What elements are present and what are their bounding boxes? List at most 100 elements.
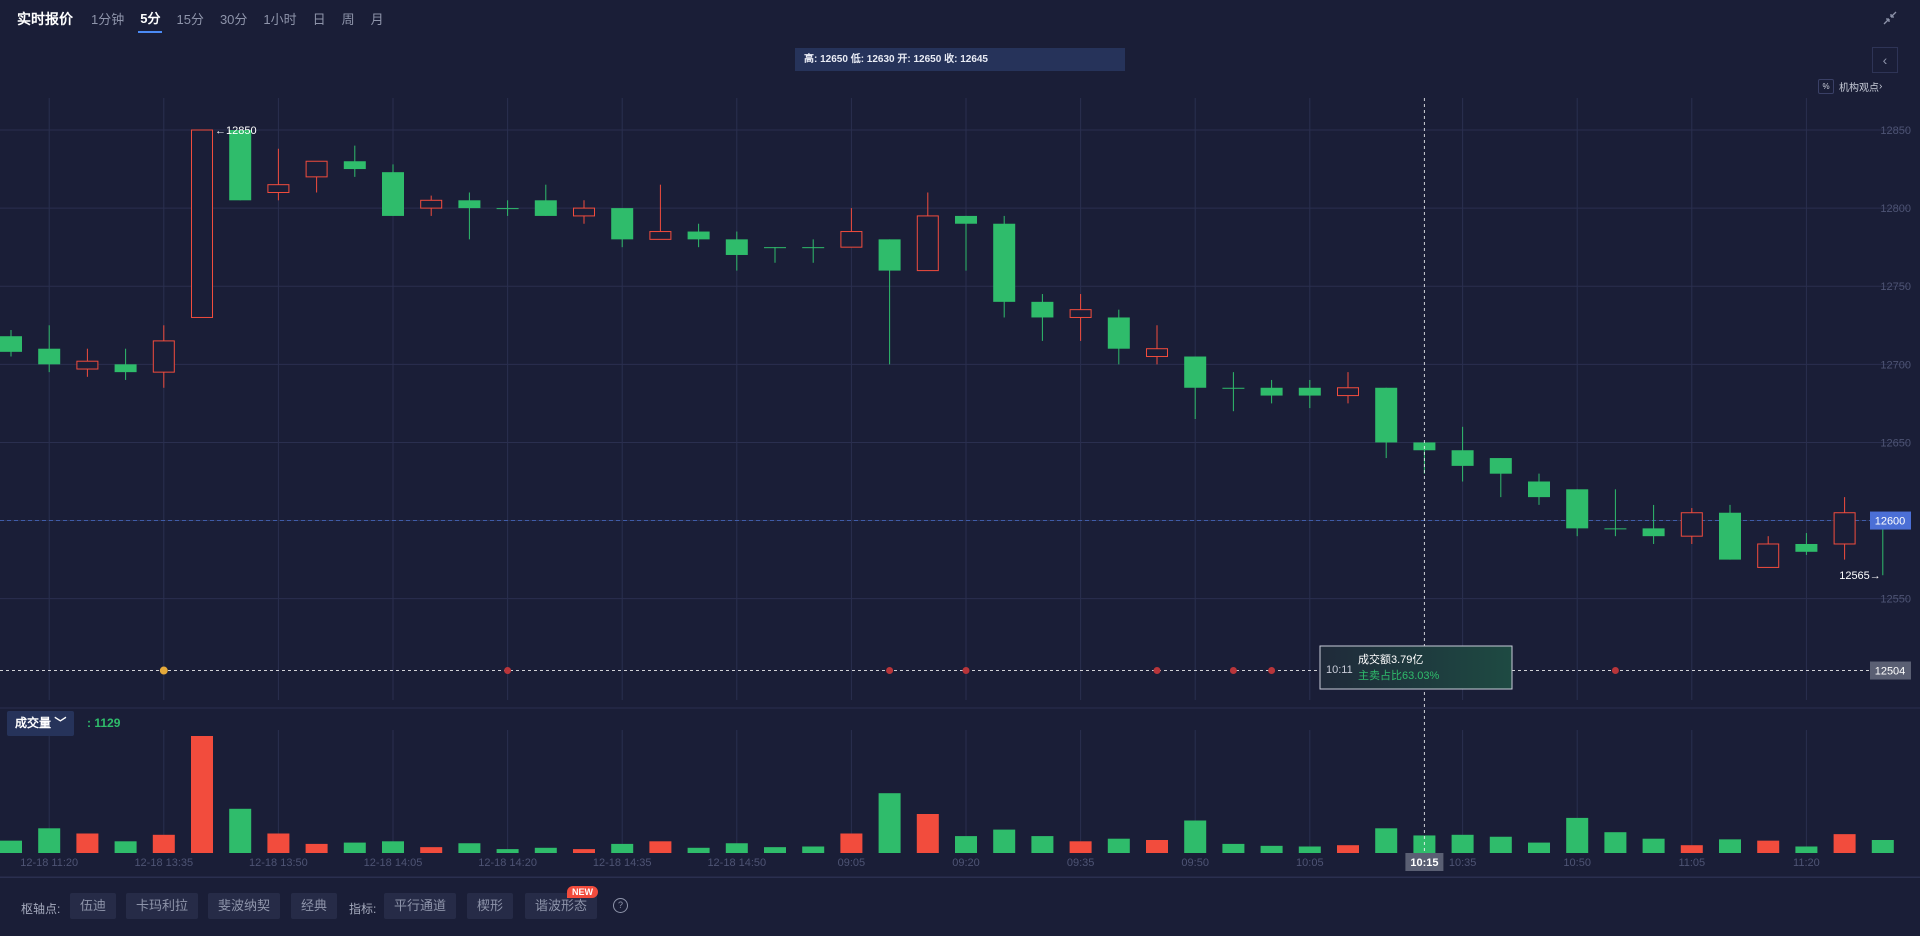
candle-body[interactable] bbox=[955, 215, 977, 224]
collapse-icon[interactable] bbox=[1882, 11, 1898, 27]
candle-body[interactable] bbox=[1795, 543, 1818, 552]
tab-week[interactable]: 周 bbox=[341, 11, 355, 27]
pivot-woodie-button[interactable]: 伍迪 bbox=[70, 893, 117, 919]
candle-body[interactable] bbox=[1642, 528, 1665, 537]
candle-body[interactable] bbox=[496, 208, 519, 210]
candle-body[interactable] bbox=[267, 184, 290, 193]
candle-body[interactable] bbox=[1566, 489, 1589, 529]
candle-body[interactable] bbox=[1260, 387, 1283, 396]
candle-body[interactable] bbox=[725, 239, 748, 255]
candle-body[interactable] bbox=[764, 247, 786, 249]
candle-body[interactable] bbox=[878, 239, 901, 271]
candle-body[interactable] bbox=[840, 231, 863, 248]
candle-body[interactable] bbox=[1604, 528, 1627, 530]
volume-bar[interactable] bbox=[0, 840, 22, 853]
candle-body[interactable] bbox=[1184, 356, 1207, 388]
event-marker-icon[interactable] bbox=[1268, 667, 1276, 675]
candle-body[interactable] bbox=[191, 129, 213, 318]
volume-bar[interactable] bbox=[1031, 836, 1054, 853]
volume-selector[interactable]: 成交量 ﹀ bbox=[7, 711, 75, 736]
tab-month[interactable]: 月 bbox=[370, 11, 384, 27]
tab-5min[interactable]: 5分 bbox=[138, 6, 163, 33]
volume-bar[interactable] bbox=[1375, 828, 1398, 853]
candle-body[interactable] bbox=[1146, 348, 1168, 358]
candle-body[interactable] bbox=[916, 215, 939, 272]
candle-body[interactable] bbox=[1489, 458, 1512, 474]
tab-1min[interactable]: 1分钟 bbox=[91, 11, 125, 27]
pivot-fibonacci-button[interactable]: 斐波纳契 bbox=[208, 893, 281, 919]
tab-15min[interactable]: 15分 bbox=[176, 11, 204, 27]
volume-bar[interactable] bbox=[802, 846, 825, 854]
candle-body[interactable] bbox=[458, 200, 481, 209]
indicator-harmonic-button[interactable]: 谐波形态 bbox=[525, 893, 598, 919]
volume-bar[interactable] bbox=[1298, 846, 1321, 854]
volume-bar[interactable] bbox=[1719, 839, 1741, 853]
candle-body[interactable] bbox=[1680, 512, 1703, 537]
candle-body[interactable] bbox=[1337, 387, 1359, 397]
volume-bar[interactable] bbox=[267, 833, 290, 854]
volume-bar[interactable] bbox=[343, 842, 366, 853]
tab-day[interactable]: 日 bbox=[312, 11, 326, 27]
candle-body[interactable] bbox=[534, 200, 557, 216]
candle-body[interactable] bbox=[114, 364, 137, 373]
volume-bar[interactable] bbox=[1795, 846, 1818, 854]
volume-bar[interactable] bbox=[1184, 820, 1207, 854]
volume-bar[interactable] bbox=[1528, 842, 1550, 853]
volume-bar[interactable] bbox=[420, 847, 443, 853]
volume-bar[interactable] bbox=[534, 847, 557, 853]
event-marker-icon[interactable] bbox=[1229, 667, 1237, 675]
volume-bar[interactable] bbox=[955, 836, 977, 853]
event-marker-icon[interactable] bbox=[1153, 667, 1161, 675]
candle-body[interactable] bbox=[1298, 387, 1321, 396]
candle-body[interactable] bbox=[687, 231, 710, 240]
candle-body[interactable] bbox=[1528, 481, 1550, 498]
volume-bar[interactable] bbox=[152, 834, 175, 853]
volume-bar[interactable] bbox=[1069, 841, 1092, 853]
volume-bar[interactable] bbox=[993, 829, 1016, 853]
volume-bar[interactable] bbox=[878, 793, 901, 853]
candle-body[interactable] bbox=[38, 348, 61, 365]
volume-bar[interactable] bbox=[611, 843, 634, 853]
candle-body[interactable] bbox=[420, 199, 443, 209]
candle-body[interactable] bbox=[573, 207, 595, 217]
volume-bar[interactable] bbox=[1337, 845, 1359, 853]
candle-body[interactable] bbox=[611, 208, 634, 240]
help-icon[interactable]: ? bbox=[613, 898, 628, 913]
indicator-parallel-channel-button[interactable]: 平行通道 bbox=[384, 893, 457, 919]
volume-bar[interactable] bbox=[76, 833, 99, 854]
volume-bar[interactable] bbox=[1451, 834, 1474, 853]
volume-bar[interactable] bbox=[382, 841, 404, 853]
volume-bar[interactable] bbox=[38, 828, 61, 853]
volume-bar[interactable] bbox=[1489, 836, 1512, 853]
candle-body[interactable] bbox=[649, 231, 672, 240]
candle-body[interactable] bbox=[229, 130, 252, 201]
volume-bar[interactable] bbox=[687, 847, 710, 853]
candle-body[interactable] bbox=[76, 360, 99, 370]
candle-body[interactable] bbox=[382, 172, 404, 216]
volume-bar[interactable] bbox=[649, 841, 672, 853]
tab-1hour[interactable]: 1小时 bbox=[263, 11, 297, 27]
volume-bar[interactable] bbox=[458, 843, 481, 853]
volume-bar[interactable] bbox=[1642, 838, 1665, 853]
candle-body[interactable] bbox=[1222, 387, 1245, 389]
candle-body[interactable] bbox=[1107, 317, 1130, 349]
candle-body[interactable] bbox=[1757, 543, 1780, 568]
volume-bar[interactable] bbox=[1260, 845, 1283, 853]
volume-bar[interactable] bbox=[764, 847, 786, 853]
candle-body[interactable] bbox=[1833, 512, 1856, 545]
volume-bar[interactable] bbox=[496, 849, 519, 853]
event-marker-icon[interactable] bbox=[962, 667, 970, 675]
candle-body[interactable] bbox=[305, 160, 328, 178]
indicator-wedge-button[interactable]: 楔形 bbox=[467, 893, 514, 919]
candle-body[interactable] bbox=[152, 340, 175, 373]
candle-body[interactable] bbox=[993, 223, 1016, 302]
volume-bar[interactable] bbox=[573, 849, 595, 853]
volume-bar[interactable] bbox=[1757, 840, 1780, 853]
volume-bar[interactable] bbox=[191, 736, 213, 853]
candle-body[interactable] bbox=[802, 247, 825, 249]
volume-bar[interactable] bbox=[114, 841, 137, 853]
volume-bar[interactable] bbox=[1107, 838, 1130, 853]
institution-view-button[interactable]: % 机构观点 › bbox=[1818, 79, 1882, 94]
candle-body[interactable] bbox=[1375, 387, 1398, 443]
volume-bar[interactable] bbox=[229, 808, 252, 853]
